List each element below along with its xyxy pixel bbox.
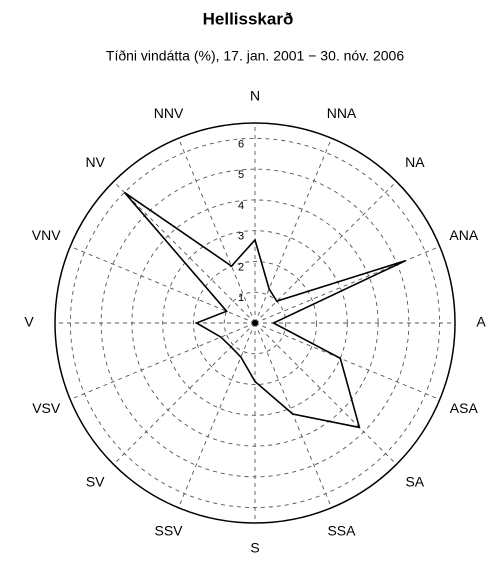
outer-circle <box>54 122 456 524</box>
direction-label: A <box>476 314 486 330</box>
direction-label: ASA <box>450 400 479 416</box>
center-dot <box>252 320 258 326</box>
grid-ring <box>162 230 348 416</box>
grid-spoke <box>70 322 256 400</box>
grid-spoke <box>113 181 256 324</box>
frequency-line <box>123 191 407 429</box>
direction-label: NNV <box>154 105 184 121</box>
direction-label: NNA <box>327 105 357 121</box>
direction-label: SSV <box>155 522 184 538</box>
direction-label: NA <box>405 154 425 170</box>
grid-spoke <box>254 322 332 508</box>
direction-label: V <box>24 314 34 330</box>
chart-subtitle: Tíðni vindátta (%), 17. jan. 2001 − 30. … <box>106 48 404 64</box>
r-tick-label: 2 <box>238 261 244 273</box>
chart-title: Hellisskarð <box>203 9 294 28</box>
r-tick-label: 6 <box>238 138 244 150</box>
grid-spoke <box>254 322 397 465</box>
r-tick-label: 3 <box>238 231 244 243</box>
grid-spoke <box>178 322 256 508</box>
grid-spoke <box>178 138 256 324</box>
direction-label: VNV <box>32 227 61 243</box>
grid-spoke <box>113 322 256 465</box>
grid-spoke <box>70 246 256 324</box>
direction-label: SSA <box>327 522 356 538</box>
direction-label: VSV <box>32 400 61 416</box>
direction-label: SA <box>405 474 424 490</box>
r-tick-label: 4 <box>238 200 244 212</box>
grid-ring <box>223 291 287 355</box>
grid-ring <box>193 261 317 385</box>
direction-label: ANA <box>449 227 478 243</box>
direction-label: SV <box>86 474 105 490</box>
grid-spoke <box>254 322 440 400</box>
r-tick-label: 1 <box>238 292 244 304</box>
r-tick-label: 5 <box>238 169 244 181</box>
grid-spoke <box>254 246 440 324</box>
grid-spoke <box>254 181 397 324</box>
direction-label: S <box>250 540 259 556</box>
direction-label: NV <box>85 154 105 170</box>
grid-spoke <box>254 138 332 324</box>
direction-label: N <box>250 88 260 104</box>
